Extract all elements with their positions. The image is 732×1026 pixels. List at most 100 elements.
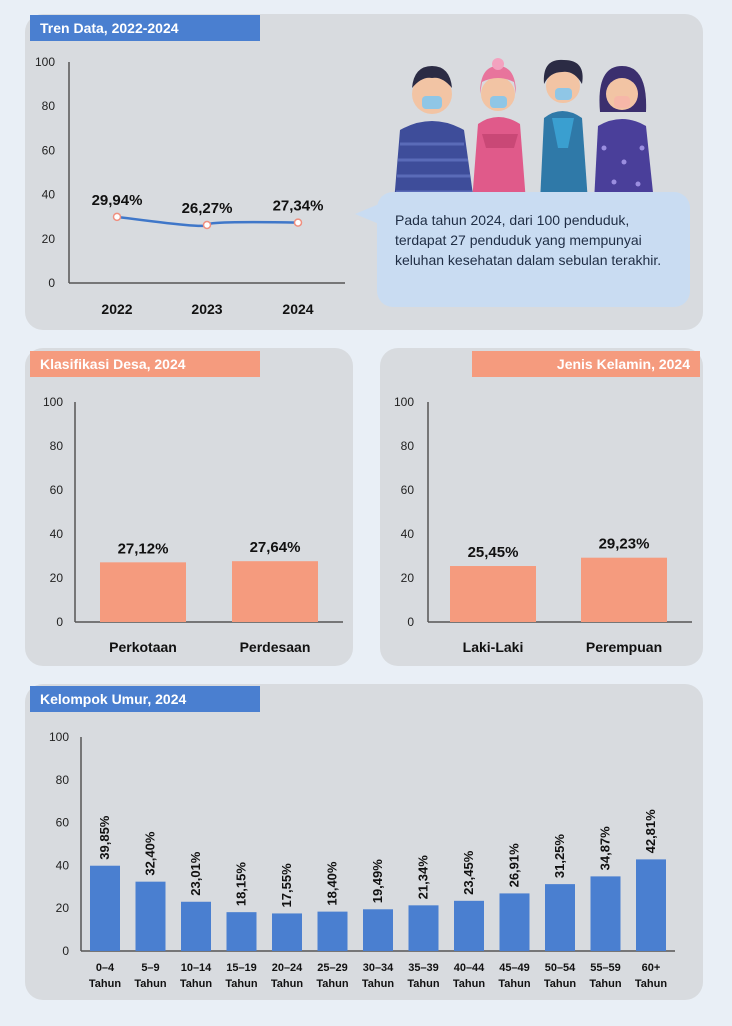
trend-line-chart: 0 20 40 60 80 100 29,94% 2022 26,27% 2023 27,34% 20… [35,55,345,317]
age-x-tick-unit: Tahun [589,978,621,990]
age-data-label: 18,15% [234,862,249,907]
age-x-tick-unit: Tahun [89,978,121,990]
desa-bar-0 [100,562,186,622]
age-bar-7 [408,905,439,951]
age-bar-9 [499,893,530,951]
age-bar-2 [181,901,211,951]
trend-point-2024 [293,218,303,227]
y-tick-label: 40 [56,858,70,872]
y-tick-label: 20 [50,571,64,585]
gender-bar-chart: 0 20 40 60 80 100 25,45% Laki-Laki 29,23% Perempu… [394,395,692,655]
person-1-figure [394,66,474,202]
age-x-tick-unit: Tahun [635,978,667,990]
age-data-label: 26,91% [507,843,522,888]
y-tick-label: 20 [42,232,56,246]
y-tick-label: 60 [401,483,415,497]
age-bar-chart: 0 20 40 60 80 100 39,85% 0–4 Tahun 32,40% 5–9 Tahun… [49,730,675,990]
gender-bar-0 [450,566,536,622]
age-data-label: 21,34% [416,855,431,900]
age-x-tick-unit: Tahun [316,978,348,990]
y-tick-label: 100 [43,395,63,409]
y-tick-label: 0 [407,615,414,629]
age-x-tick-label: 50–54 [545,962,576,974]
trend-x-tick-label: 2024 [282,301,313,317]
age-x-tick-label: 35–39 [408,962,439,974]
age-x-tick-unit: Tahun [225,978,257,990]
age-x-tick-unit: Tahun [498,978,530,990]
people-masks-illustration [394,58,654,202]
y-tick-label: 0 [62,944,69,958]
y-tick-label: 100 [49,730,69,744]
age-data-label: 32,40% [143,831,158,876]
age-x-tick-label: 20–24 [272,962,303,974]
trend-point-2022 [112,212,122,222]
trend-data-label: 26,27% [182,200,233,217]
age-data-label: 17,55% [279,863,294,908]
age-x-tick-label: 15–19 [226,962,257,974]
age-x-tick-unit: Tahun [362,978,394,990]
gender-x-tick-label: Laki-Laki [463,639,524,655]
age-x-tick-label: 45–49 [499,962,530,974]
age-bar-3 [226,912,257,951]
gender-x-tick-label: Perempuan [586,639,662,655]
age-bar-10 [545,884,575,951]
desa-title: Klasifikasi Desa, 2024 [30,351,260,377]
person-3-figure [540,59,588,202]
age-data-label: 31,25% [552,834,567,879]
desa-bar-1 [232,561,318,622]
desa-x-tick-label: Perdesaan [240,639,311,655]
age-x-tick-unit: Tahun [544,978,576,990]
age-bar-11 [590,876,621,951]
age-bar-5 [317,911,348,951]
trend-data-label: 29,94% [92,192,143,209]
age-data-label: 23,01% [188,851,203,896]
y-tick-label: 0 [48,276,55,290]
age-x-tick-label: 0–4 [96,962,115,974]
y-tick-label: 60 [50,483,64,497]
gender-bar-1 [581,557,667,622]
age-data-label: 23,45% [461,850,476,895]
age-bar-6 [363,909,393,951]
y-tick-label: 20 [401,571,415,585]
y-tick-label: 60 [42,143,56,157]
age-bar-0 [90,865,120,951]
age-x-tick-label: 60+ [642,962,661,974]
age-x-tick-unit: Tahun [180,978,212,990]
y-tick-label: 0 [56,615,63,629]
age-x-tick-unit: Tahun [453,978,485,990]
age-x-tick-label: 55–59 [590,962,621,974]
trend-x-tick-label: 2023 [191,301,222,317]
gender-data-label: 25,45% [468,544,519,561]
person-4-figure [594,66,654,202]
trend-title: Tren Data, 2022-2024 [30,15,260,41]
age-x-tick-label: 40–44 [454,962,485,974]
desa-bar-chart: 0 20 40 60 80 100 27,12% Perkotaan 27,64% Perdesa… [43,395,343,655]
y-tick-label: 40 [401,527,415,541]
y-tick-label: 80 [42,99,56,113]
y-tick-label: 100 [35,55,55,69]
age-x-tick-label: 5–9 [141,962,159,974]
age-data-label: 19,49% [370,859,385,904]
age-bar-12 [636,859,666,951]
gender-title: Jenis Kelamin, 2024 [472,351,700,377]
y-tick-label: 80 [56,773,70,787]
age-x-tick-label: 30–34 [363,962,394,974]
y-tick-label: 100 [394,395,414,409]
y-tick-label: 60 [56,816,70,830]
desa-data-label: 27,12% [118,540,169,557]
trend-point-2023 [202,220,212,230]
person-2-figure [472,58,526,202]
summary-speech-bubble: Pada tahun 2024, dari 100 penduduk, terd… [355,192,690,307]
y-tick-label: 40 [50,527,64,541]
age-x-tick-unit: Tahun [407,978,439,990]
age-data-label: 34,87% [598,826,613,871]
trend-x-tick-label: 2022 [101,301,132,317]
y-tick-label: 80 [50,439,64,453]
age-data-label: 39,85% [97,815,112,860]
desa-data-label: 27,64% [250,539,301,556]
age-x-tick-label: 10–14 [181,962,212,974]
age-x-tick-unit: Tahun [271,978,303,990]
age-data-label: 18,40% [325,861,340,906]
age-x-tick-unit: Tahun [134,978,166,990]
age-title: Kelompok Umur, 2024 [30,686,260,712]
